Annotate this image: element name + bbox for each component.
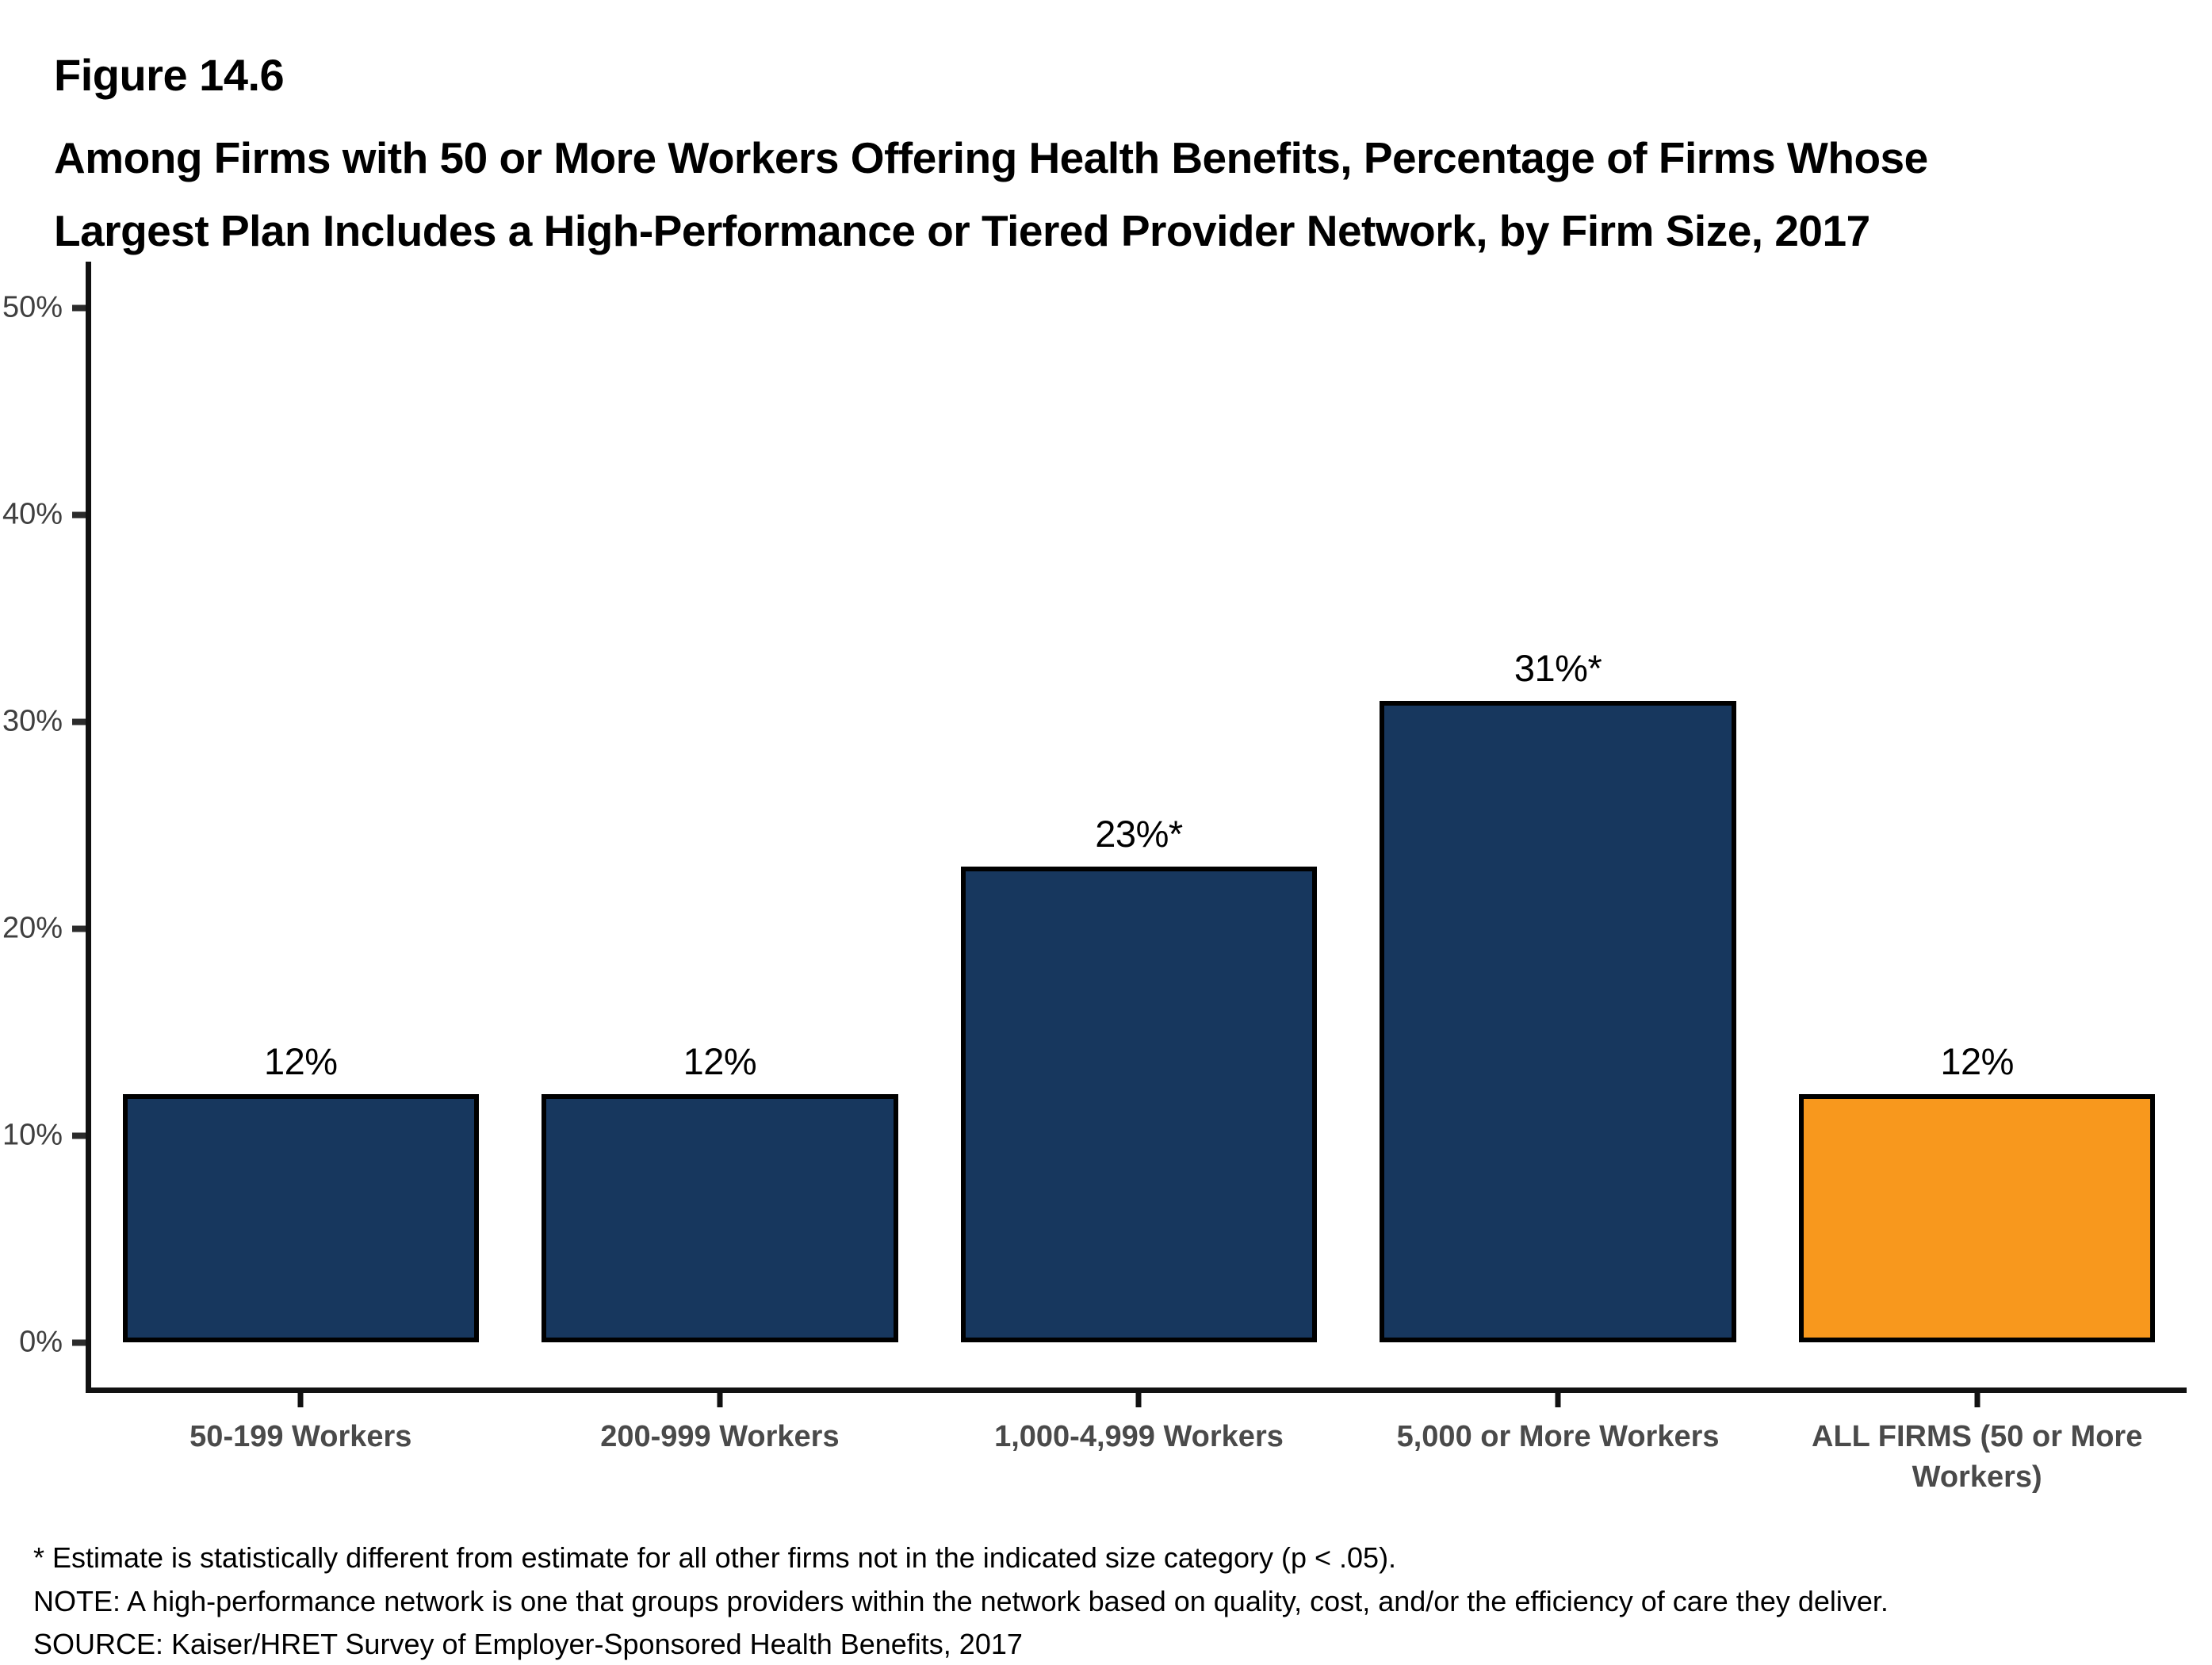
bar-value-label: 23%* [1095,812,1183,855]
y-tick-label: 50% [2,290,63,324]
x-tick-mark [1974,1393,1980,1407]
y-tick-mark [72,1339,86,1345]
x-tick-mark [717,1393,723,1407]
x-tick-mark [1135,1393,1142,1407]
footnote-note: NOTE: A high-performance network is one … [33,1584,1889,1617]
y-tick-mark [72,718,86,725]
x-category-label: 5,000 or More Workers [1396,1420,1720,1453]
bar-value-label: 31%* [1514,646,1602,689]
y-tick: 40% [2,498,86,532]
bar-group-200-999-workers: 12% 200-999 Workers [511,262,930,1453]
bar-value-label: 12% [1940,1039,2014,1082]
bar-chart-plot: 0% 10% 20% 30% 40% 50% 12% 50-199 Workers 12% 20… [2,262,2187,1494]
figure-number: Figure 14.6 [54,50,285,100]
y-tick-label: 0% [19,1325,63,1359]
y-tick: 20% [2,912,86,946]
bar-group-all-firms-50-or-more-workers: 12% ALL FIRMS (50 or More Workers) [1767,262,2187,1494]
x-category-label: 50-199 Workers [189,1420,412,1453]
x-axis-line [86,1388,2187,1393]
chart-title: Among Firms with 50 or More Workers Offe… [54,133,1928,256]
bars-area: 12% 50-199 Workers 12% 200-999 Workers 23%* 1… [91,262,2187,1494]
y-tick-mark [72,304,86,311]
y-tick: 30% [2,705,86,739]
bar-group-50-199-workers: 12% 50-199 Workers [91,262,511,1453]
x-tick-mark [1555,1393,1561,1407]
footnote-source: SOURCE: Kaiser/HRET Survey of Employer-S… [33,1628,1023,1661]
bar-group-5-000-or-more-workers: 31%* 5,000 or More Workers [1349,262,1768,1453]
bar-value-label: 12% [683,1039,757,1082]
x-category-label: 200-999 Workers [600,1420,840,1453]
bar-50-199-workers [122,1093,479,1342]
bar-all-firms-50-or-more-workers [1799,1093,2156,1342]
bar-200-999-workers [542,1093,898,1342]
chart-header: Figure 14.6 Among Firms with 50 or More … [54,49,2036,268]
y-tick-mark [72,925,86,932]
y-tick-label: 40% [2,497,63,531]
y-tick-label: 10% [2,1118,63,1152]
footnote-significance: * Estimate is statistically different fr… [33,1541,1397,1574]
y-tick-mark [72,1132,86,1139]
y-tick: 0% [19,1326,86,1360]
y-axis-line [86,262,91,1393]
y-tick-label: 20% [2,911,63,945]
x-tick-mark [297,1393,304,1407]
bar-group-1-000-4-999-workers: 23%* 1,000-4,999 Workers [929,262,1349,1453]
bar-5-000-or-more-workers [1380,700,1736,1342]
bar-1-000-4-999-workers [960,866,1318,1342]
bar-value-label: 12% [264,1039,338,1082]
footnotes: * Estimate is statistically different fr… [33,1537,2182,1665]
x-category-label: 1,000-4,999 Workers [994,1420,1284,1453]
x-category-label: ALL FIRMS (50 or More Workers) [1812,1420,2143,1495]
y-tick: 50% [2,291,86,325]
y-tick: 10% [2,1119,86,1153]
y-tick-mark [72,511,86,518]
y-tick-label: 30% [2,704,63,738]
